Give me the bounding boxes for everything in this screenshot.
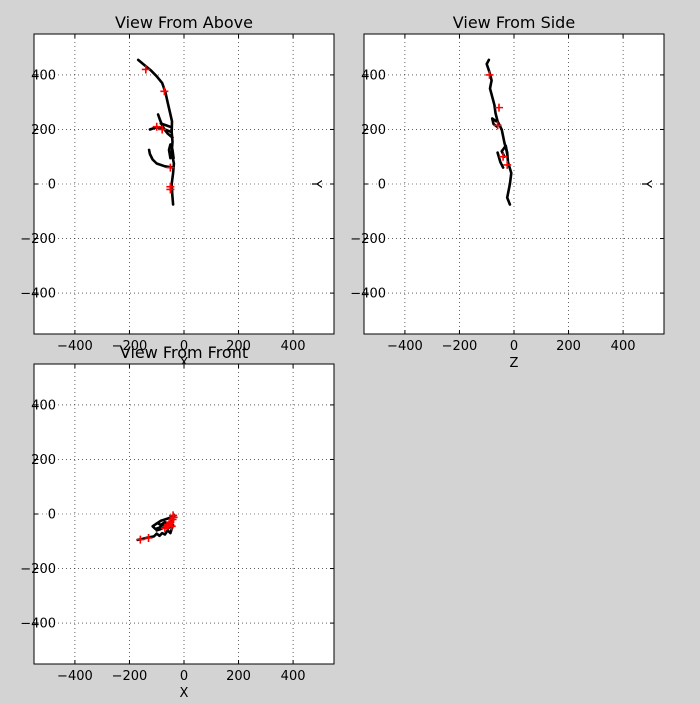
above-y-tick-label: 200 (31, 123, 56, 138)
front-red-marker (144, 534, 153, 542)
front-x-tick-label: 400 (281, 669, 306, 684)
above-red-marker (160, 87, 169, 96)
above-y-tick-label: −400 (20, 287, 56, 302)
panel-side: −400 −200 0 200 400 −400 −200 0 200 400 View From … (350, 13, 665, 371)
panel-above: −400 −200 0 200 400 −400 −200 0 200 400 View From … (20, 13, 335, 371)
side-trace-path (496, 151, 505, 169)
above-trace-path (136, 58, 176, 206)
above-y-axis-label: Y (308, 179, 323, 188)
side-x-tick-label: 400 (611, 339, 636, 354)
above-x-tick-label: −200 (112, 339, 148, 354)
front-y-tick-label: 200 (31, 453, 56, 468)
above-title: View From Above (115, 13, 253, 32)
above-red-marker (158, 125, 167, 134)
side-red-marker (495, 103, 503, 112)
front-y-tick-label: 0 (48, 508, 56, 523)
above-trace-path (156, 113, 174, 139)
front-x-axis-label: X (180, 686, 189, 700)
side-red-marker (499, 152, 508, 161)
front-red-marker (160, 524, 169, 533)
side-plot-area (364, 34, 664, 334)
above-y-tick-label: 400 (31, 68, 56, 83)
front-x-tick-label: −200 (112, 669, 148, 684)
side-x-axis-label: Z (510, 356, 519, 371)
above-red-marker (166, 163, 175, 172)
above-x-tick-label: 400 (281, 339, 306, 354)
side-y-tick-label: 200 (361, 123, 386, 138)
side-red-marker (493, 121, 502, 130)
side-x-tick-label: −400 (387, 339, 423, 354)
above-y-tick-label: −200 (20, 232, 56, 247)
front-red-marker (169, 513, 178, 522)
side-y-tick-label: −400 (350, 287, 386, 302)
above-plot-area (34, 34, 334, 334)
front-red-marker (136, 535, 145, 544)
above-x-tick-label: −400 (57, 339, 93, 354)
side-x-tick-label: 0 (510, 339, 518, 354)
above-trace-path (147, 148, 175, 169)
front-x-tick-label: −400 (57, 669, 93, 684)
side-x-tick-label: 200 (556, 339, 581, 354)
front-y-tick-label: −200 (20, 562, 56, 577)
front-plot-area (34, 364, 334, 664)
side-y-tick-label: 400 (361, 68, 386, 83)
front-red-marker (166, 518, 175, 527)
above-x-tick-label: 200 (226, 339, 251, 354)
front-y-tick-label: −400 (20, 617, 56, 632)
front-x-tick-label: 200 (226, 669, 251, 684)
front-y-tick-label: 400 (31, 398, 56, 413)
side-red-marker (503, 160, 512, 169)
panel-front: −400 −200 0 200 400 −400 −200 0 200 400 View From … (20, 343, 335, 701)
above-red-marker (166, 185, 175, 194)
side-x-tick-label: −200 (442, 339, 478, 354)
above-red-marker (152, 122, 161, 131)
side-title: View From Side (453, 13, 575, 32)
above-trace-path (167, 143, 175, 160)
above-y-tick-label: 0 (48, 178, 56, 193)
side-y-tick-label: 0 (378, 178, 386, 193)
front-red-marker (167, 522, 176, 531)
side-y-axis-label: Y (638, 179, 653, 188)
front-title: View From Front (120, 343, 248, 362)
side-red-marker (485, 70, 494, 79)
front-x-tick-label: 0 (180, 669, 188, 684)
above-red-marker (141, 65, 150, 74)
above-x-tick-label: 0 (180, 339, 188, 354)
side-y-tick-label: −200 (350, 232, 386, 247)
